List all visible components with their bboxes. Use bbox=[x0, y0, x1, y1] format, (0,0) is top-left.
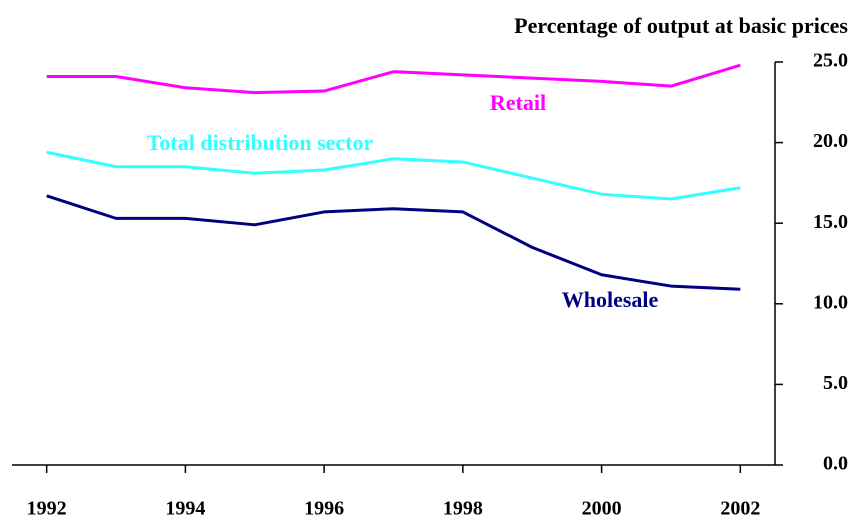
x-tick-label: 1998 bbox=[443, 498, 483, 520]
x-tick-label: 1992 bbox=[27, 498, 67, 520]
series-line bbox=[46, 63, 741, 95]
y-tick-label: 10.0 bbox=[813, 291, 848, 313]
x-tick-label: 1996 bbox=[304, 498, 344, 520]
series-label: Total distribution sector bbox=[147, 130, 374, 155]
y-tick-label: 0.0 bbox=[823, 453, 848, 475]
x-tick-label: 2000 bbox=[582, 498, 622, 520]
y-tick-label: 15.0 bbox=[813, 211, 848, 233]
chart-title: Percentage of output at basic prices bbox=[514, 13, 848, 38]
series-line bbox=[46, 150, 741, 201]
series-line bbox=[46, 194, 741, 291]
x-tick-label: 2002 bbox=[720, 498, 760, 520]
series-label: Retail bbox=[490, 90, 546, 115]
x-tick-label: 1994 bbox=[165, 498, 205, 520]
y-tick-label: 5.0 bbox=[823, 372, 848, 394]
y-tick-label: 25.0 bbox=[813, 50, 848, 72]
series-label: Wholesale bbox=[562, 287, 659, 312]
y-tick-label: 20.0 bbox=[813, 130, 848, 152]
